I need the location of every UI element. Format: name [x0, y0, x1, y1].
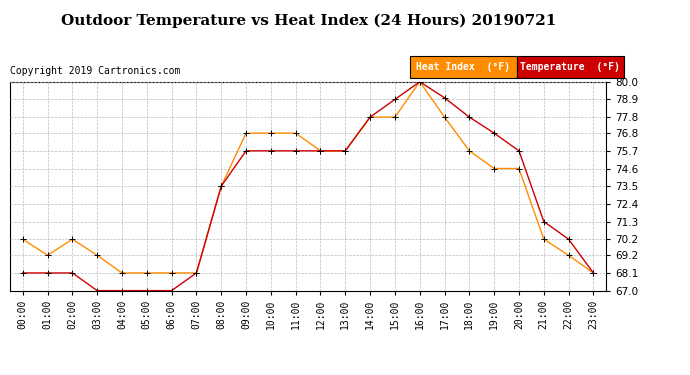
Text: Temperature  (°F): Temperature (°F): [520, 62, 620, 72]
Text: Heat Index  (°F): Heat Index (°F): [416, 62, 511, 72]
Text: Copyright 2019 Cartronics.com: Copyright 2019 Cartronics.com: [10, 66, 181, 76]
Text: Outdoor Temperature vs Heat Index (24 Hours) 20190721: Outdoor Temperature vs Heat Index (24 Ho…: [61, 13, 557, 27]
